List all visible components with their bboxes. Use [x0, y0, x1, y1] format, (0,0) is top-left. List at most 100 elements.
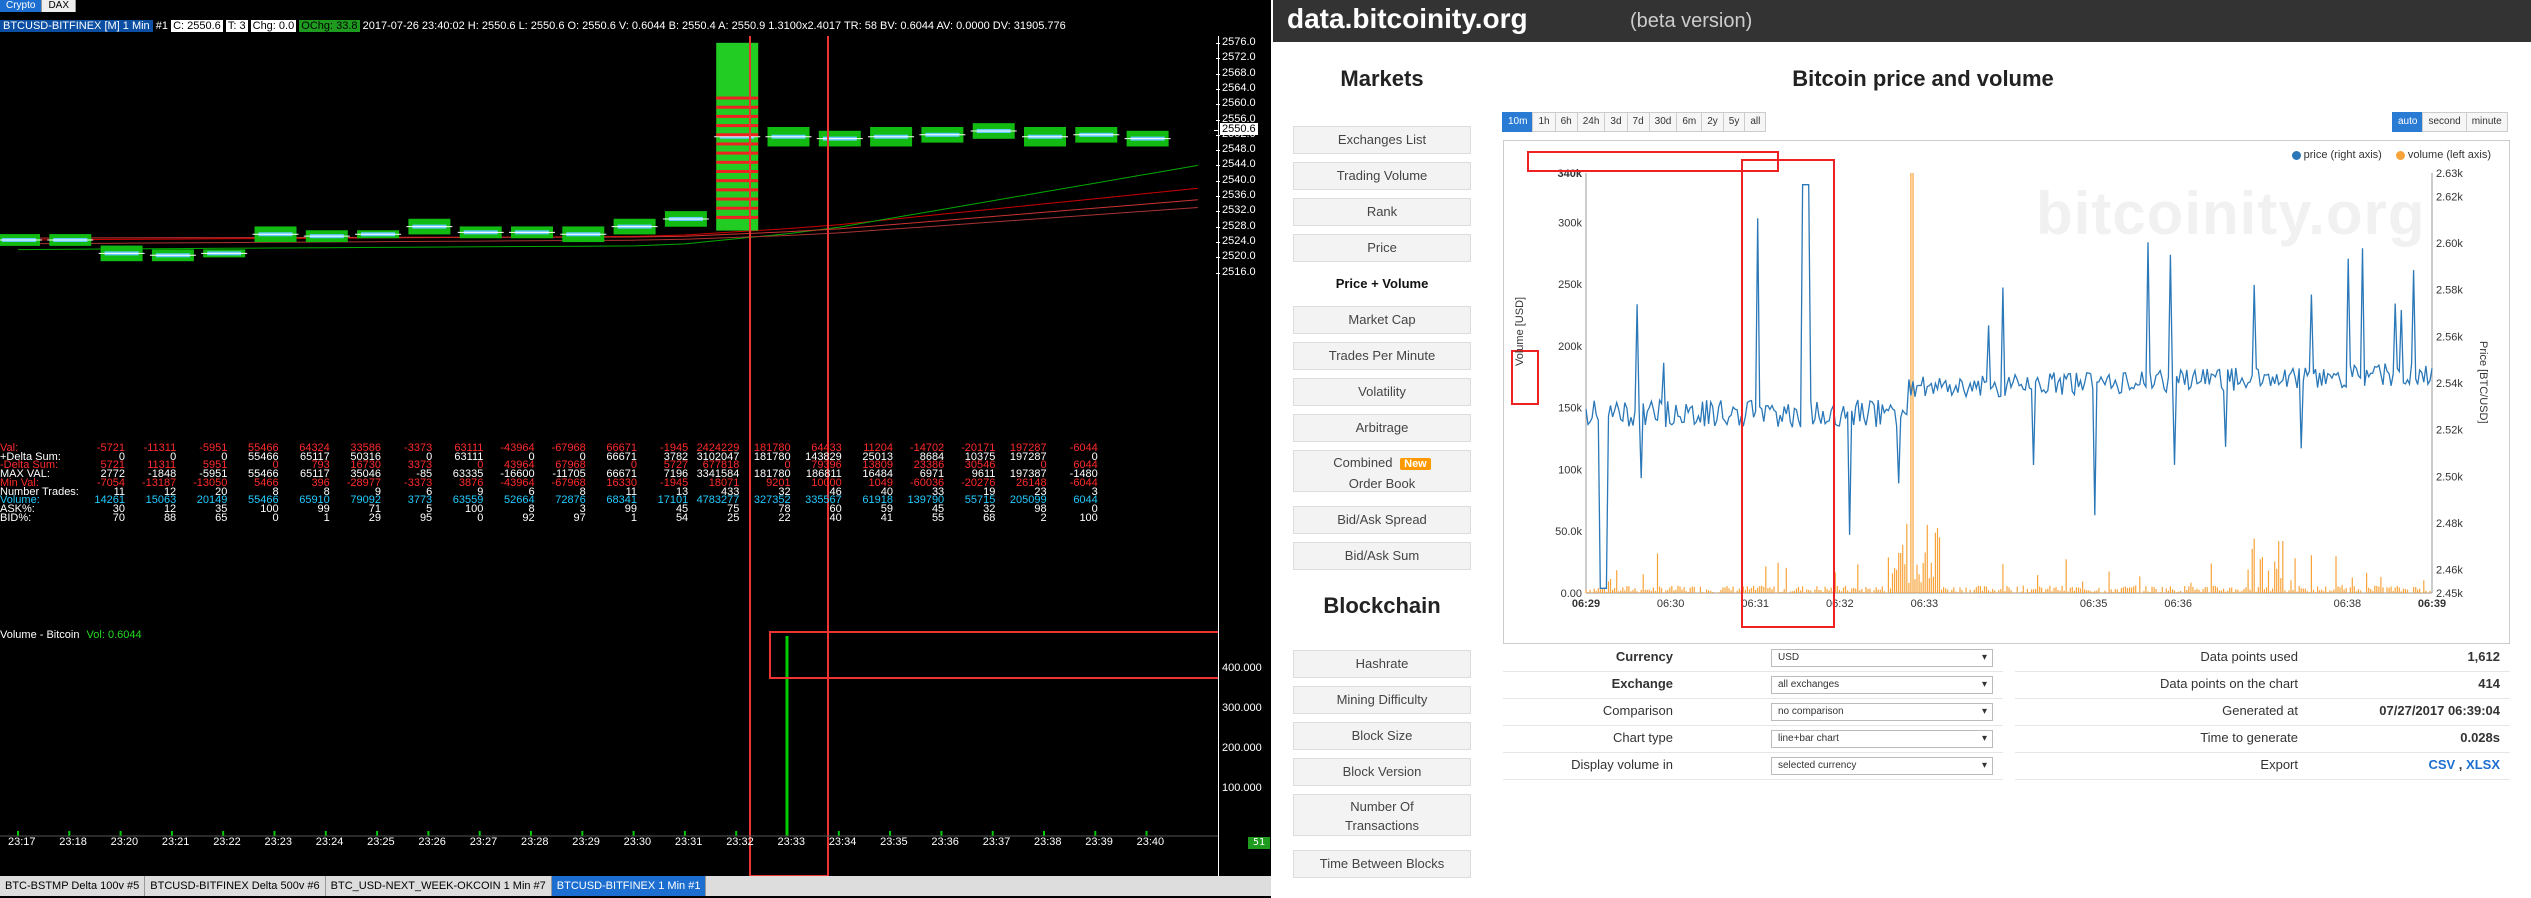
stats-cell: 54 [675, 511, 689, 524]
time-tick: 23:31 [674, 836, 703, 848]
resolution-button-auto[interactable]: auto [2392, 112, 2424, 132]
stats-cell: 0 [528, 450, 535, 463]
stats-cell: -6044 [1069, 442, 1098, 454]
sell-imbalance-row [716, 160, 759, 164]
stats-cell: -16600 [500, 468, 535, 481]
range-button-6m[interactable]: 6m [1676, 112, 1703, 132]
range-button-10m[interactable]: 10m [1502, 112, 1534, 132]
stats-cell: 16730 [350, 459, 381, 472]
range-button-5y[interactable]: 5y [1722, 112, 1746, 132]
range-button-7d[interactable]: 7d [1626, 112, 1650, 132]
tab-crypto[interactable]: Crypto [0, 0, 43, 12]
option-select[interactable]: selected currency [1771, 757, 1993, 775]
sidebar-item-trades-per-minute[interactable]: Trades Per Minute [1293, 342, 1471, 370]
highlight-box-column [749, 36, 829, 876]
legend-price-label: price (right axis) [2303, 149, 2382, 161]
option-label: Chart type [1613, 730, 1673, 745]
sidebar-item-time-between-blocks[interactable]: Time Between Blocks [1293, 850, 1471, 878]
sell-imbalance-row [716, 133, 759, 137]
stats-cell: 6 [528, 485, 535, 498]
range-button-1h[interactable]: 1h [1532, 112, 1556, 132]
sidebar-item-number-of-transactions[interactable]: Number Of Transactions [1293, 794, 1471, 836]
sell-imbalance-row [716, 206, 759, 210]
stats-cell: 0 [1091, 502, 1098, 515]
sidebar-item-combined-order-book[interactable]: Combined New Order Book [1293, 450, 1471, 492]
stats-cell: 0 [1040, 459, 1047, 472]
price-tick: 2528.0 [1216, 219, 1256, 232]
stats-cell: -1945 [660, 476, 689, 489]
stats-cell: 11311 [147, 459, 177, 472]
sidebar-item-market-cap[interactable]: Market Cap [1293, 306, 1471, 334]
chart-tab[interactable]: BTC_USD-NEXT_WEEK-OKCOIN 1 Min #7 [326, 876, 552, 896]
option-select[interactable]: line+bar chart [1771, 730, 1993, 748]
chart-tab[interactable]: BTCUSD-BITFINEX Delta 500v #6 [145, 876, 326, 896]
sidebar-item-bid-ask-spread[interactable]: Bid/Ask Spread [1293, 506, 1471, 534]
chart-tab[interactable]: BTCUSD-BITFINEX 1 Min #1 [551, 876, 707, 896]
stats-cell: 66671 [606, 468, 637, 481]
stats-row: Number Trades: 11 12 20 8 8 9 6 9 6 8 11 13 433 32 46 40… [0, 485, 1218, 499]
sidebar-item-block-version[interactable]: Block Version [1293, 758, 1471, 786]
info-row: Data points on the chart 414 [2015, 672, 2510, 699]
sidebar-item-mining-difficulty[interactable]: Mining Difficulty [1293, 686, 1471, 714]
export-csv-link[interactable]: CSV [2428, 757, 2456, 772]
sidebar-item-bid-ask-sum[interactable]: Bid/Ask Sum [1293, 542, 1471, 570]
stats-cell: -13187 [141, 476, 177, 489]
range-button-6h[interactable]: 6h [1554, 112, 1578, 132]
stats-cell: 0 [477, 459, 484, 472]
sidebar-item-price-volume[interactable]: Price + Volume [1293, 270, 1471, 298]
stats-cell: 793 [311, 459, 330, 472]
sidebar-item-block-size[interactable]: Block Size [1293, 722, 1471, 750]
legend-volume[interactable]: volume (left axis) [2395, 149, 2491, 161]
resolution-button-minute[interactable]: minute [2465, 112, 2508, 132]
sidebar-item-volatility[interactable]: Volatility [1293, 378, 1471, 406]
range-button-2y[interactable]: 2y [1701, 112, 1724, 132]
option-select[interactable]: no comparison [1771, 703, 1993, 721]
stats-row: Min Val: -7054 -13187 -13050 5466 396 -28977 -3… [0, 476, 1218, 490]
resolution-button-second[interactable]: second [2422, 112, 2467, 132]
stats-cell: 16330 [606, 476, 637, 489]
tab-dax[interactable]: DAX [42, 0, 77, 12]
range-button-all[interactable]: all [1744, 112, 1767, 132]
sidebar-item-hashrate[interactable]: Hashrate [1293, 650, 1471, 678]
stats-cell: 8 [579, 485, 586, 498]
legend-price[interactable]: price (right axis) [2291, 149, 2382, 161]
stats-cell: 40 [880, 485, 893, 498]
stats-cell: 8 [272, 485, 279, 498]
sidebar-item-arbitrage[interactable]: Arbitrage [1293, 414, 1471, 442]
option-label: Exchange [1611, 676, 1673, 691]
chart-tab[interactable]: BTC-BSTMP Delta 100v #5 [0, 876, 146, 896]
range-button-24h[interactable]: 24h [1576, 112, 1606, 132]
chart-title: Bitcoin price and volume [1792, 66, 2054, 91]
stats-cell: 26148 [1016, 476, 1047, 489]
volume-tick: 100.000 [1222, 782, 1262, 794]
sidebar-item-label: Number Of [1350, 799, 1414, 814]
option-select[interactable]: USD [1771, 649, 1993, 667]
stats-cell: 5 [426, 502, 433, 515]
sidebar-item-exchanges-list[interactable]: Exchanges List [1293, 126, 1471, 154]
stats-cell: 181780 [753, 442, 791, 454]
chart-options: Currency USD Exchange all exchanges Comparis… [1503, 645, 2003, 780]
stats-cell: 8684 [919, 450, 945, 463]
export-xlsx-link[interactable]: XLSX [2466, 757, 2500, 772]
stats-cell: -11311 [143, 442, 177, 454]
stats-cell: 25 [727, 511, 740, 524]
watermark: bitcoinity.org [2036, 180, 2426, 247]
stats-cell: 1 [630, 511, 637, 524]
range-button-30d[interactable]: 30d [1648, 112, 1678, 132]
range-button-3d[interactable]: 3d [1604, 112, 1628, 132]
time-tick: 23:30 [623, 836, 652, 848]
sidebar-item-price[interactable]: Price [1293, 234, 1471, 262]
stats-cell: 8 [528, 502, 535, 515]
stats-cell: 11 [625, 485, 637, 498]
option-select[interactable]: all exchanges [1771, 676, 1993, 694]
sidebar-item-trading-volume[interactable]: Trading Volume [1293, 162, 1471, 190]
stats-cell: 6044 [1073, 459, 1098, 472]
price-axis: 2576.02572.02568.02564.02560.02556.02552… [1214, 36, 1270, 436]
stats-cell: 3876 [458, 476, 484, 489]
stats-cell: 29 [368, 511, 381, 524]
sidebar-item-rank[interactable]: Rank [1293, 198, 1471, 226]
info-label: Time to generate [2200, 730, 2298, 745]
site-title[interactable]: data.bitcoinity.org [1287, 3, 1528, 34]
stats-cell: -14702 [909, 442, 945, 454]
stats-cell: 68341 [606, 494, 637, 507]
